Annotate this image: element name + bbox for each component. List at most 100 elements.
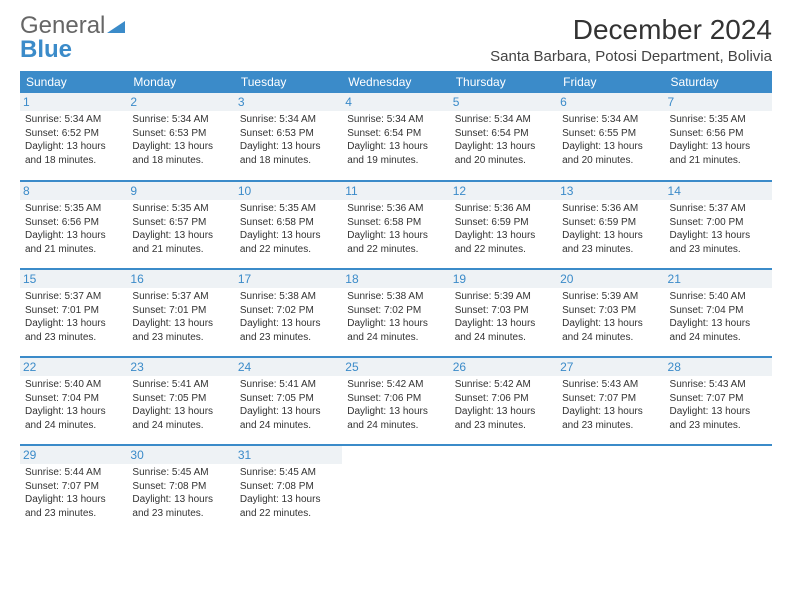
- calendar-cell: 26Sunrise: 5:42 AMSunset: 7:06 PMDayligh…: [450, 357, 557, 445]
- daylight-text: Daylight: 13 hours and 19 minutes.: [347, 140, 444, 167]
- calendar-row: 1Sunrise: 5:34 AMSunset: 6:52 PMDaylight…: [20, 93, 772, 181]
- day-number: 21: [665, 270, 772, 288]
- daylight-text: Daylight: 13 hours and 20 minutes.: [455, 140, 552, 167]
- sunrise-text: Sunrise: 5:37 AM: [670, 202, 767, 216]
- sunset-text: Sunset: 6:56 PM: [670, 127, 767, 141]
- weekday-header: Saturday: [665, 71, 772, 93]
- sunrise-text: Sunrise: 5:34 AM: [25, 113, 122, 127]
- daylight-text: Daylight: 13 hours and 22 minutes.: [240, 229, 337, 256]
- sunrise-text: Sunrise: 5:37 AM: [25, 290, 122, 304]
- header: General Blue December 2024 Santa Barbara…: [20, 14, 772, 65]
- daylight-text: Daylight: 13 hours and 20 minutes.: [562, 140, 659, 167]
- daylight-text: Daylight: 13 hours and 23 minutes.: [670, 405, 767, 432]
- calendar-cell: 21Sunrise: 5:40 AMSunset: 7:04 PMDayligh…: [665, 269, 772, 357]
- sunset-text: Sunset: 7:06 PM: [347, 392, 444, 406]
- daylight-text: Daylight: 13 hours and 18 minutes.: [132, 140, 229, 167]
- calendar-row: 8Sunrise: 5:35 AMSunset: 6:56 PMDaylight…: [20, 181, 772, 269]
- sunrise-text: Sunrise: 5:38 AM: [347, 290, 444, 304]
- calendar-cell: 18Sunrise: 5:38 AMSunset: 7:02 PMDayligh…: [342, 269, 449, 357]
- daylight-text: Daylight: 13 hours and 23 minutes.: [562, 405, 659, 432]
- calendar-cell: 22 Sunrise: 5:40 AMSunset: 7:04 PMDayligh…: [20, 357, 127, 445]
- calendar-cell: 12Sunrise: 5:36 AMSunset: 6:59 PMDayligh…: [450, 181, 557, 269]
- day-number: 12: [450, 182, 557, 200]
- day-number: 27: [557, 358, 664, 376]
- day-number: 28: [665, 358, 772, 376]
- calendar-cell: [450, 445, 557, 533]
- sunset-text: Sunset: 6:59 PM: [455, 216, 552, 230]
- sunset-text: Sunset: 6:56 PM: [25, 216, 122, 230]
- calendar-cell: 19Sunrise: 5:39 AMSunset: 7:03 PMDayligh…: [450, 269, 557, 357]
- sunset-text: Sunset: 7:08 PM: [132, 480, 229, 494]
- calendar-cell: 1Sunrise: 5:34 AMSunset: 6:52 PMDaylight…: [20, 93, 127, 181]
- day-number: 2: [127, 93, 234, 111]
- daylight-text: Daylight: 13 hours and 24 minutes.: [347, 317, 444, 344]
- sunset-text: Sunset: 7:02 PM: [240, 304, 337, 318]
- sunrise-text: Sunrise: 5:42 AM: [347, 378, 444, 392]
- title-block: December 2024 Santa Barbara, Potosi Depa…: [490, 14, 772, 65]
- weekday-header: Friday: [557, 71, 664, 93]
- calendar-cell: 15Sunrise: 5:37 AMSunset: 7:01 PMDayligh…: [20, 269, 127, 357]
- calendar-cell: 5Sunrise: 5:34 AMSunset: 6:54 PMDaylight…: [450, 93, 557, 181]
- sunrise-text: Sunrise: 5:39 AM: [562, 290, 659, 304]
- sunrise-text: Sunrise: 5:34 AM: [455, 113, 552, 127]
- day-number: 25: [342, 358, 449, 376]
- sunrise-text: Sunrise: 5:42 AM: [455, 378, 552, 392]
- calendar-cell: 24Sunrise: 5:41 AMSunset: 7:05 PMDayligh…: [235, 357, 342, 445]
- sunrise-text: Sunrise: 5:45 AM: [132, 466, 229, 480]
- sunset-text: Sunset: 7:01 PM: [25, 304, 122, 318]
- sunset-text: Sunset: 7:01 PM: [132, 304, 229, 318]
- daylight-text: Daylight: 13 hours and 23 minutes.: [670, 229, 767, 256]
- daylight-text: Daylight: 13 hours and 24 minutes.: [132, 405, 229, 432]
- daylight-text: Daylight: 13 hours and 21 minutes.: [132, 229, 229, 256]
- sunrise-text: Sunrise: 5:40 AM: [25, 378, 122, 392]
- sunrise-text: Sunrise: 5:37 AM: [132, 290, 229, 304]
- sunset-text: Sunset: 7:06 PM: [455, 392, 552, 406]
- day-number: 8: [20, 182, 127, 200]
- daylight-text: Daylight: 13 hours and 23 minutes.: [132, 317, 229, 344]
- calendar-cell: 10Sunrise: 5:35 AMSunset: 6:58 PMDayligh…: [235, 181, 342, 269]
- weekday-header-row: Sunday Monday Tuesday Wednesday Thursday…: [20, 71, 772, 93]
- day-number: 17: [235, 270, 342, 288]
- calendar-cell: 8 Sunrise: 5:35 AMSunset: 6:56 PMDaylight…: [20, 181, 127, 269]
- weekday-header: Thursday: [450, 71, 557, 93]
- daylight-text: Daylight: 13 hours and 24 minutes.: [347, 405, 444, 432]
- daylight-text: Daylight: 13 hours and 22 minutes.: [455, 229, 552, 256]
- sunrise-text: Sunrise: 5:35 AM: [670, 113, 767, 127]
- sunset-text: Sunset: 7:03 PM: [562, 304, 659, 318]
- daylight-text: Daylight: 13 hours and 23 minutes.: [25, 317, 122, 344]
- sunrise-text: Sunrise: 5:43 AM: [562, 378, 659, 392]
- logo-text-blue: Blue: [20, 36, 72, 63]
- daylight-text: Daylight: 13 hours and 21 minutes.: [25, 229, 122, 256]
- sunrise-text: Sunrise: 5:35 AM: [240, 202, 337, 216]
- weekday-header: Monday: [127, 71, 234, 93]
- weekday-header: Tuesday: [235, 71, 342, 93]
- day-number: 29: [20, 446, 127, 464]
- calendar-cell: [557, 445, 664, 533]
- daylight-text: Daylight: 13 hours and 21 minutes.: [670, 140, 767, 167]
- calendar-cell: 16Sunrise: 5:37 AMSunset: 7:01 PMDayligh…: [127, 269, 234, 357]
- day-number: 19: [450, 270, 557, 288]
- sunrise-text: Sunrise: 5:34 AM: [347, 113, 444, 127]
- daylight-text: Daylight: 13 hours and 18 minutes.: [25, 140, 122, 167]
- calendar-cell: 4Sunrise: 5:34 AMSunset: 6:54 PMDaylight…: [342, 93, 449, 181]
- sunset-text: Sunset: 7:04 PM: [25, 392, 122, 406]
- day-number: 13: [557, 182, 664, 200]
- sunrise-text: Sunrise: 5:41 AM: [132, 378, 229, 392]
- day-number: 7: [665, 93, 772, 111]
- sunset-text: Sunset: 7:00 PM: [670, 216, 767, 230]
- day-number: 9: [127, 182, 234, 200]
- day-number: 14: [665, 182, 772, 200]
- day-number: 11: [342, 182, 449, 200]
- day-number: 24: [235, 358, 342, 376]
- calendar-cell: 9Sunrise: 5:35 AMSunset: 6:57 PMDaylight…: [127, 181, 234, 269]
- sunrise-text: Sunrise: 5:38 AM: [240, 290, 337, 304]
- weekday-header: Wednesday: [342, 71, 449, 93]
- day-number: 22: [20, 358, 127, 376]
- sunrise-text: Sunrise: 5:34 AM: [132, 113, 229, 127]
- sunrise-text: Sunrise: 5:35 AM: [25, 202, 122, 216]
- calendar-cell: [665, 445, 772, 533]
- sunset-text: Sunset: 7:07 PM: [25, 480, 122, 494]
- daylight-text: Daylight: 13 hours and 24 minutes.: [25, 405, 122, 432]
- sunrise-text: Sunrise: 5:43 AM: [670, 378, 767, 392]
- sunrise-text: Sunrise: 5:44 AM: [25, 466, 122, 480]
